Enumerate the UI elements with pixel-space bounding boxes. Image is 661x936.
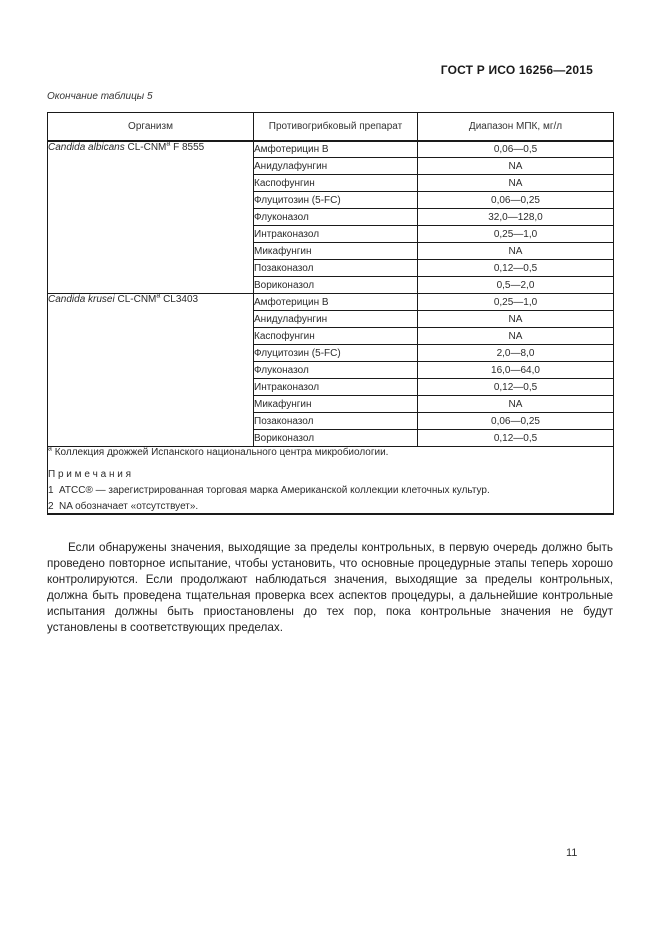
table-row: Интраконазол 0,25—1,0 <box>48 225 614 243</box>
drug-name-cell: Анидулафунгин <box>253 157 418 175</box>
table-row: Флуцитозин (5-FC) 2,0—8,0 <box>48 344 614 362</box>
note-text: NA обозначает «отсутствует». <box>59 501 199 512</box>
organism-strain: F 8555 <box>173 141 205 153</box>
mic-range-cell: 0,12—0,5 <box>417 378 614 396</box>
page-number: 11 <box>566 847 578 859</box>
table-footnote: a Коллекция дрожжей Испанского националь… <box>48 445 613 459</box>
table-row: Candida krusei CL-CNMa CL3403 Амфотерици… <box>47 293 614 447</box>
drug-name-cell: Амфотерицин В <box>253 293 418 311</box>
mic-range-cell: 16,0—64,0 <box>417 361 614 379</box>
drug-name-cell: Микафунгин <box>253 242 418 260</box>
mic-range-cell: NA <box>417 310 614 328</box>
drug-name-cell: Микафунгин <box>253 395 418 413</box>
drug-name-cell: Флуконазол <box>253 208 418 226</box>
mic-range-cell: NA <box>417 242 614 260</box>
table-row: Candida albicans CL-CNMa F 8555 Амфотери… <box>47 140 614 294</box>
organism-collection: CL-CNM <box>127 141 167 153</box>
mic-range-cell: 0,25—1,0 <box>417 225 614 243</box>
mic-range-cell: 0,06—0,25 <box>417 412 614 430</box>
note-line: 1 ATCC® — зарегистрированная торговая мар… <box>48 485 613 497</box>
mic-range-cell: 0,12—0,5 <box>417 259 614 277</box>
organism-strain: CL3403 <box>163 294 199 305</box>
mic-range-cell: NA <box>417 174 614 192</box>
note-line: 2 NA обозначает «отсутствует». <box>48 501 613 513</box>
mic-range-cell: 0,25—1,0 <box>417 293 614 311</box>
organism-name: Candida krusei <box>48 294 115 305</box>
mic-table: Организм Противогрибковый препарат Диапа… <box>47 112 614 515</box>
mic-range-cell: 0,12—0,5 <box>417 429 614 447</box>
column-header-mic-range: Диапазон МПК, мг/л <box>417 112 614 142</box>
note-number: 1 <box>48 485 54 496</box>
table-row: Каспофунгин NA <box>48 174 614 192</box>
table-row: Флуконазол 32,0—128,0 <box>48 208 614 226</box>
mic-range-cell: NA <box>417 395 614 413</box>
mic-range-cell: 0,06—0,5 <box>417 140 614 158</box>
drug-name-cell: Анидулафунгин <box>253 310 418 328</box>
table-row: Флуконазол 16,0—64,0 <box>48 361 614 379</box>
organism-collection: CL-CNM <box>117 294 157 305</box>
mic-range-cell: 0,5—2,0 <box>417 276 614 294</box>
footnote-cell: a Коллекция дрожжей Испанского националь… <box>47 445 614 515</box>
column-header-drug: Противогрибковый препарат <box>253 112 418 142</box>
drug-name-cell: Позаконазол <box>253 259 418 277</box>
notes-title: П р и м е ч а н и я <box>48 469 132 480</box>
mic-range-cell: NA <box>417 157 614 175</box>
doc-header: ГОСТ Р ИСО 16256—2015 <box>440 63 593 77</box>
drug-name-cell: Интраконазол <box>253 225 418 243</box>
drug-name-cell: Каспофунгин <box>253 174 418 192</box>
footnote-superscript: a <box>48 445 52 453</box>
footnote-row: a Коллекция дрожжей Испанского националь… <box>47 445 614 515</box>
note-text: ATCC® — зарегистрированная торговая марк… <box>59 485 490 496</box>
drug-name-cell: Каспофунгин <box>253 327 418 345</box>
table-caption: Окончание таблицы 5 <box>47 91 153 102</box>
table-row: Анидулафунгин NA <box>48 310 614 328</box>
organism-name: Candida albicans <box>48 141 125 153</box>
table-row: Микафунгин NA <box>48 242 614 260</box>
column-header-organism: Организм <box>47 112 254 142</box>
organism-cell: Candida albicans CL-CNMa F 8555 <box>47 140 254 294</box>
body-paragraph: Если обнаружены значения, выходящие за п… <box>47 541 613 634</box>
note-number: 2 <box>48 501 54 512</box>
organism-cell: Candida krusei CL-CNMa CL3403 <box>47 292 254 447</box>
mic-range-cell: 0,06—0,25 <box>417 191 614 209</box>
table-header-row: Организм Противогрибковый препарат Диапа… <box>47 112 614 142</box>
table-row: Вориконазол 0,12—0,5 <box>48 429 614 447</box>
drug-name-cell: Флуцитозин (5-FC) <box>253 344 418 362</box>
mic-range-cell: NA <box>417 327 614 345</box>
footnote-text: Коллекция дрожжей Испанского национально… <box>54 447 389 458</box>
table-row: Анидулафунгин NA <box>48 157 614 175</box>
drug-name-cell: Интраконазол <box>253 378 418 396</box>
organism-superscript: a <box>156 292 161 300</box>
table-row: Позаконазол 0,06—0,25 <box>48 412 614 430</box>
mic-range-cell: 32,0—128,0 <box>417 208 614 226</box>
drug-name-cell: Вориконазол <box>253 429 418 447</box>
drug-name-cell: Позаконазол <box>253 412 418 430</box>
drug-name-cell: Вориконазол <box>253 276 418 294</box>
drug-name-cell: Флуцитозин (5-FC) <box>253 191 418 209</box>
organism-superscript: a <box>166 140 171 148</box>
drug-name-cell: Амфотерицин В <box>253 140 418 158</box>
drug-name-cell: Флуконазол <box>253 361 418 379</box>
mic-range-cell: 2,0—8,0 <box>417 344 614 362</box>
